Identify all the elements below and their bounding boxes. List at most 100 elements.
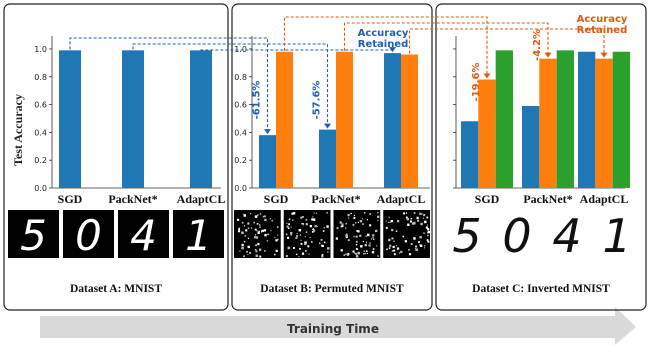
noise-pixel xyxy=(258,230,260,232)
bar-c-s0-c2 xyxy=(578,51,596,188)
noise-pixel xyxy=(304,236,306,238)
noise-pixel xyxy=(345,234,348,237)
noise-pixel xyxy=(262,215,265,218)
noise-pixel xyxy=(302,222,304,225)
noise-pixel xyxy=(271,219,274,222)
noise-pixel xyxy=(403,212,406,215)
noise-pixel xyxy=(289,218,291,220)
noise-pixel xyxy=(238,230,241,233)
noise-pixel xyxy=(322,230,325,232)
noise-pixel xyxy=(372,234,375,237)
noise-pixel xyxy=(300,216,303,219)
noise-pixel xyxy=(243,240,246,243)
noise-pixel xyxy=(360,245,363,248)
noise-pixel xyxy=(366,219,369,221)
noise-pixel xyxy=(241,221,244,224)
category-label: AdaptCL xyxy=(177,192,226,206)
noise-pixel xyxy=(290,233,293,236)
noise-pixel xyxy=(405,216,408,219)
y-tick-label: 0.0 xyxy=(234,184,247,193)
noise-pixel xyxy=(372,237,374,239)
noise-pixel xyxy=(327,247,330,250)
noise-pixel xyxy=(390,219,394,223)
bar-b-s0-c1 xyxy=(319,129,336,188)
noise-pixel xyxy=(237,218,240,221)
category-label: SGD xyxy=(475,192,500,206)
noise-pixel xyxy=(247,245,250,249)
noise-pixel xyxy=(339,221,342,224)
noise-pixel xyxy=(241,231,244,235)
noise-pixel xyxy=(321,253,324,256)
noise-pixel xyxy=(398,252,401,254)
noise-pixel xyxy=(296,234,299,237)
noise-pixel xyxy=(365,250,368,252)
noise-pixel xyxy=(255,236,258,239)
noise-pixel xyxy=(291,212,294,215)
y-tick-label: 0.6 xyxy=(234,101,247,110)
category-label: AdaptCL xyxy=(580,192,629,206)
noise-pixel xyxy=(413,212,416,214)
noise-pixel xyxy=(405,212,408,214)
noise-pixel xyxy=(243,255,245,258)
noise-pixel xyxy=(396,247,400,250)
y-tick-label: 0.6 xyxy=(34,101,47,110)
noise-pixel xyxy=(241,246,244,250)
mnist-digit: 0 xyxy=(75,211,102,260)
noise-pixel xyxy=(347,239,350,242)
noise-pixel xyxy=(307,245,310,248)
annotation-blue: -61.5% xyxy=(252,81,263,120)
noise-pixel xyxy=(355,255,359,258)
noise-pixel xyxy=(326,225,329,228)
arrow-head xyxy=(324,123,331,129)
noise-pixel xyxy=(243,213,245,215)
noise-pixel xyxy=(347,252,350,255)
retained-connector-blue xyxy=(69,37,269,132)
noise-pixel xyxy=(393,240,395,242)
noise-pixel xyxy=(246,250,248,253)
noise-pixel xyxy=(426,224,428,226)
annotation-orange: -4.2% xyxy=(532,29,543,61)
noise-pixel xyxy=(347,214,350,217)
noise-pixel xyxy=(368,244,371,247)
annotation-orange: -19.6% xyxy=(471,63,482,102)
noise-pixel xyxy=(277,238,279,241)
noise-pixel xyxy=(312,230,314,233)
accuracy-retained-blue: Accuracy xyxy=(358,28,409,39)
noise-pixel xyxy=(285,233,288,236)
noise-pixel xyxy=(355,222,357,224)
panel-caption: Dataset A: MNIST xyxy=(70,283,162,295)
accuracy-retained-orange: Retained xyxy=(577,25,628,36)
noise-pixel xyxy=(341,225,344,228)
noise-pixel xyxy=(264,218,267,221)
noise-pixel xyxy=(288,223,290,226)
category-label: PackNet* xyxy=(108,192,157,206)
noise-pixel xyxy=(357,230,360,233)
noise-pixel xyxy=(305,223,308,226)
retained-connector-orange xyxy=(343,22,549,55)
noise-pixel xyxy=(353,252,356,254)
y-tick-label: 0.8 xyxy=(234,73,247,82)
noise-pixel xyxy=(345,222,348,225)
noise-pixel xyxy=(424,245,426,247)
y-tick-label: 0.0 xyxy=(34,184,47,193)
noise-pixel xyxy=(355,240,358,243)
noise-pixel xyxy=(369,213,372,215)
noise-pixel xyxy=(243,214,247,217)
noise-pixel xyxy=(345,227,347,229)
noise-pixel xyxy=(304,241,307,245)
noise-pixel xyxy=(343,254,345,256)
noise-pixel xyxy=(404,240,407,243)
inverted-digit: 1 xyxy=(602,209,631,263)
noise-pixel xyxy=(275,239,278,242)
noise-pixel xyxy=(424,220,427,224)
noise-pixel xyxy=(319,242,321,244)
noise-pixel xyxy=(386,226,388,229)
bar-c-s1-c2 xyxy=(595,58,613,188)
arrow-head xyxy=(389,47,396,53)
noise-pixel xyxy=(373,238,375,240)
noise-pixel xyxy=(427,232,429,234)
y-tick-label: 0.4 xyxy=(34,128,47,137)
bar-c-s1-c1 xyxy=(539,58,557,188)
noise-pixel xyxy=(417,219,420,222)
noise-pixel xyxy=(353,214,356,217)
